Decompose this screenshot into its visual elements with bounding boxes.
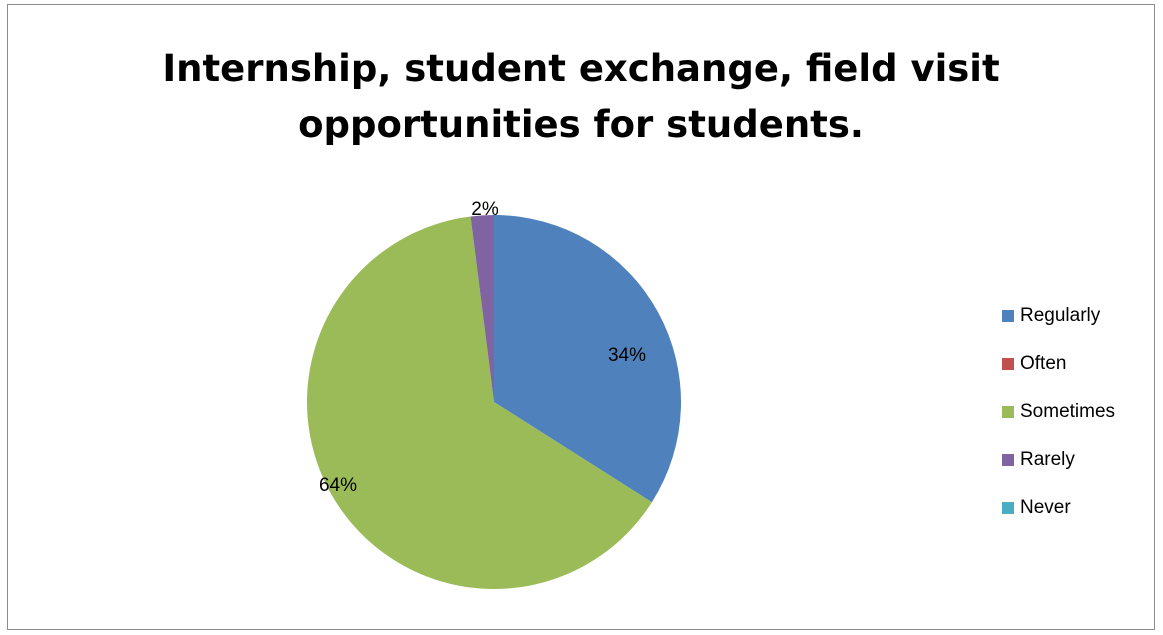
legend-label-sometimes: Sometimes <box>1020 401 1116 422</box>
legend-label-rarely: Rarely <box>1020 449 1075 470</box>
legend-item-sometimes: Sometimes <box>1002 388 1115 436</box>
legend-item-often: Often <box>1002 340 1115 388</box>
pie-chart: 34% 64% 2% <box>307 199 681 589</box>
legend-item-never: Never <box>1002 484 1115 532</box>
data-label-rarely: 2% <box>471 199 499 220</box>
chart-title: Internship, student exchange, field visi… <box>8 41 1154 153</box>
pie-data-labels: 34% 64% 2% <box>319 199 646 496</box>
chart-title-line-2: opportunities for students. <box>298 103 864 146</box>
legend-swatch-often <box>1002 358 1014 370</box>
legend: Regularly Often Sometimes Rarely Never <box>1002 292 1115 532</box>
pie-slices <box>307 215 681 589</box>
chart-title-line-1: Internship, student exchange, field visi… <box>162 47 1000 90</box>
legend-item-regularly: Regularly <box>1002 292 1115 340</box>
chart-area: Internship, student exchange, field visi… <box>7 4 1155 630</box>
pie-slice-rarely <box>470 215 494 402</box>
legend-label-often: Often <box>1020 353 1067 374</box>
legend-swatch-regularly <box>1002 310 1014 322</box>
legend-swatch-never <box>1002 502 1014 514</box>
data-label-regularly: 34% <box>608 345 646 366</box>
pie-slice-sometimes <box>307 216 652 589</box>
data-label-sometimes: 64% <box>319 475 357 496</box>
pie-slice-regularly <box>494 215 681 503</box>
legend-item-rarely: Rarely <box>1002 436 1115 484</box>
legend-label-never: Never <box>1020 497 1071 518</box>
legend-label-regularly: Regularly <box>1020 305 1101 326</box>
legend-swatch-rarely <box>1002 454 1014 466</box>
legend-swatch-sometimes <box>1002 406 1014 418</box>
